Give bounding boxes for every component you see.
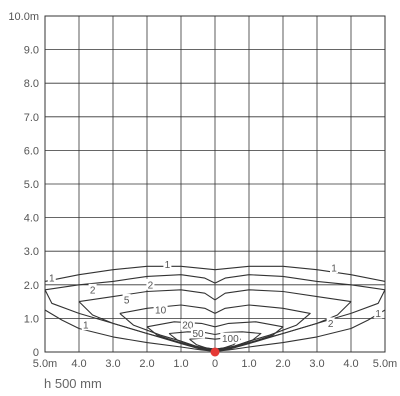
x-tick-label: 5.0m — [33, 358, 57, 370]
contour-label: 2 — [90, 285, 96, 296]
x-tick-label: 2.0 — [275, 358, 290, 370]
y-tick-label: 6.0 — [24, 145, 39, 157]
contour-label-bg — [153, 304, 168, 315]
y-tick-label: 4.0 — [24, 213, 39, 225]
x-tick-label: 0 — [212, 358, 218, 370]
y-tick-label: 10.0m — [8, 11, 39, 23]
x-tick-label: 1.0 — [173, 358, 188, 370]
contour-label: 2 — [148, 280, 154, 291]
y-tick-label: 2.0 — [24, 280, 39, 292]
y-tick-label: 5.0 — [24, 179, 39, 191]
x-tick-label: 5.0m — [373, 358, 397, 370]
contour-label: 2 — [328, 319, 334, 330]
contour-label: 50 — [192, 329, 204, 340]
contour-lines — [44, 265, 386, 352]
contour-label-bg — [122, 293, 131, 305]
contour-label: 1 — [83, 321, 89, 332]
contour-label: 1 — [49, 274, 55, 285]
light-source — [210, 347, 220, 357]
y-tick-label: 8.0 — [24, 78, 39, 90]
contour-label-bg — [330, 262, 338, 273]
light-source-dot — [210, 347, 220, 357]
y-tick-label: 1.0 — [24, 313, 39, 325]
contour-label-bg — [374, 307, 383, 319]
contour-label: 1 — [165, 260, 171, 271]
contour-label-bg — [326, 317, 335, 329]
y-tick-label: 3.0 — [24, 246, 39, 258]
contour-label-bg — [88, 283, 97, 295]
contour-label: 1 — [375, 309, 381, 320]
y-tick-label: 7.0 — [24, 112, 39, 124]
chart-grid — [44, 15, 386, 353]
x-axis-ticks: 5.0m 4.0 3.0 2.0 1.0 0 1.0 2.0 3.0 4.0 5.0m — [33, 358, 397, 370]
contour-label-bg — [180, 319, 195, 331]
contour-label-bg — [47, 272, 56, 284]
contour-label: 100 — [222, 334, 239, 345]
y-axis-ticks: 0 1.0 2.0 3.0 4.0 5.0 6.0 7.0 8.0 9.0 10.0m — [8, 11, 39, 359]
x-tick-label: 3.0 — [105, 358, 120, 370]
x-tick-label: 3.0 — [309, 358, 324, 370]
contour-label: 10 — [155, 306, 167, 317]
contour-label-bg — [81, 319, 90, 331]
y-tick-label: 0 — [33, 347, 39, 359]
x-tick-label: 4.0 — [343, 358, 358, 370]
contour-label: 20 — [182, 321, 194, 332]
mounting-height-note: h 500 mm — [44, 376, 102, 391]
y-tick-label: 9.0 — [24, 45, 39, 57]
contour-label: 5 — [124, 295, 130, 306]
contour-label-bg — [191, 327, 205, 339]
contour-label: 1 — [331, 264, 337, 275]
x-tick-label: 4.0 — [71, 358, 86, 370]
contour-1 — [44, 265, 386, 282]
x-tick-label: 1.0 — [241, 358, 256, 370]
contour-label-bg — [220, 332, 241, 344]
contour-100 — [189, 337, 242, 350]
contour-label-bg — [146, 278, 155, 290]
contour-20 — [146, 321, 284, 350]
contour-label-bg — [163, 258, 172, 270]
x-tick-label: 2.0 — [139, 358, 154, 370]
